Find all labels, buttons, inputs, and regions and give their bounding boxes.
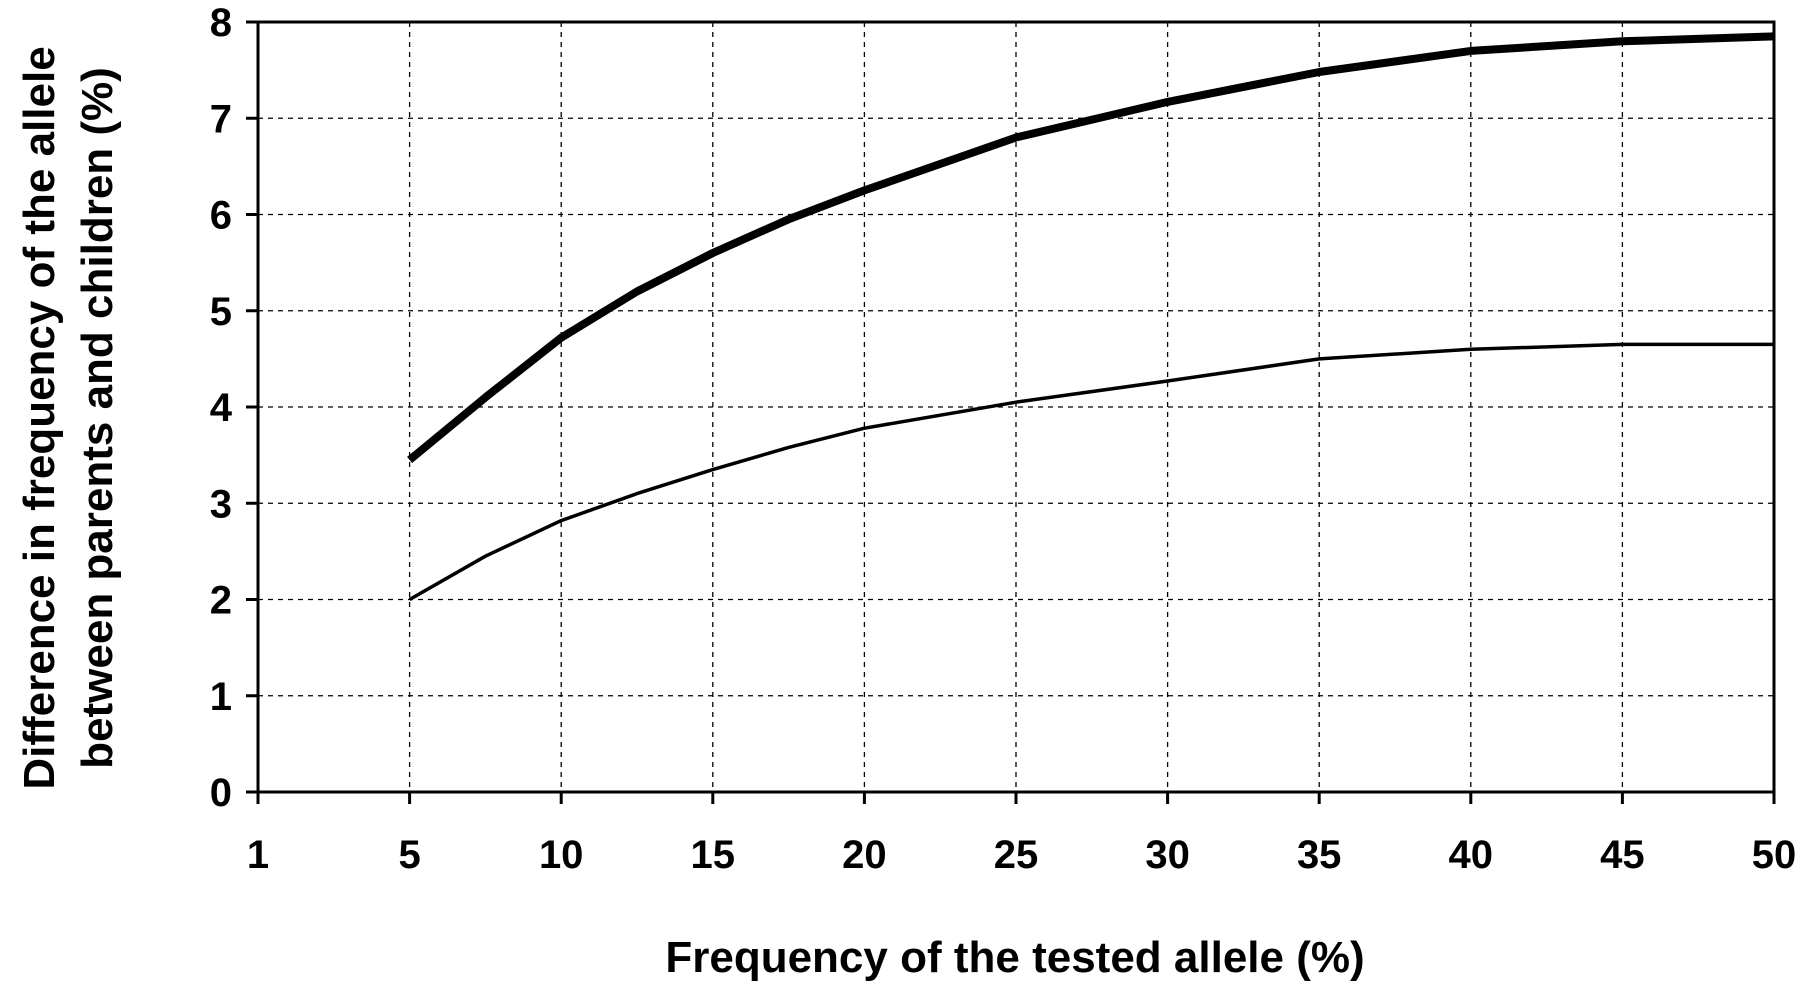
y-tick-label: 4 (210, 386, 233, 430)
x-tick-label: 50 (1752, 833, 1797, 877)
x-tick-label: 25 (994, 833, 1039, 877)
y-axis-title-line-1: Difference in frequency of the allele (15, 46, 64, 789)
x-tick-label: 10 (539, 833, 584, 877)
x-tick-label: 15 (691, 833, 736, 877)
grid-lines (258, 22, 1774, 792)
y-axis-title-line-2: between parents and children (%) (73, 67, 122, 769)
series-line-thick (407, 32, 1775, 463)
series-line-thin (408, 342, 1774, 602)
y-tick-label: 3 (210, 482, 232, 526)
series-lines (407, 32, 1775, 602)
x-tick-label: 35 (1297, 833, 1342, 877)
x-tick-label: 40 (1449, 833, 1494, 877)
y-tick-label: 0 (210, 771, 232, 815)
x-tick-label: 20 (842, 833, 887, 877)
y-tick-label: 8 (210, 1, 232, 45)
x-tick-label: 30 (1145, 833, 1190, 877)
x-tick-label: 1 (247, 833, 269, 877)
y-axis-title: Difference in frequency of the allele be… (15, 46, 122, 789)
y-tick-label: 7 (210, 97, 232, 141)
x-tick-label: 5 (398, 833, 420, 877)
x-tick-label: 45 (1600, 833, 1645, 877)
y-tick-label: 1 (210, 675, 232, 719)
x-axis-tick-labels: 1 5 10 15 20 25 30 35 40 45 50 (247, 833, 1796, 877)
y-axis-tick-labels: 0 1 2 3 4 5 6 7 8 (210, 1, 233, 815)
x-axis-title: Frequency of the tested allele (%) (665, 933, 1364, 982)
tick-marks (246, 20, 1776, 804)
y-tick-label: 6 (210, 194, 232, 238)
y-tick-label: 5 (210, 290, 232, 334)
y-tick-label: 2 (210, 579, 232, 623)
